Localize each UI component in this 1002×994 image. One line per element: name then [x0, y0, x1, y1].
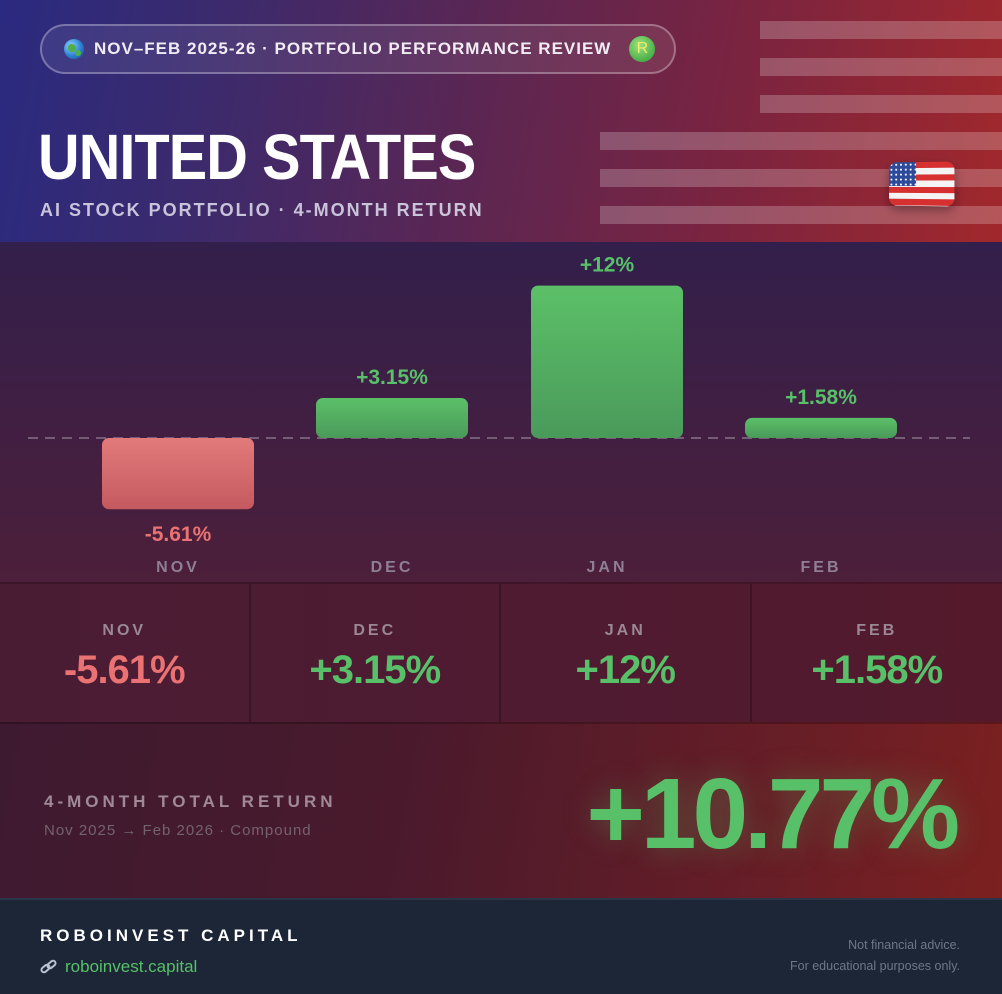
bar-nov — [102, 438, 254, 510]
month-cell-dec: DEC +3.15% — [250, 582, 501, 722]
disclaimer-line-2: For educational purposes only. — [789, 959, 960, 973]
x-axis-tick-label: JAN — [586, 559, 627, 576]
total-return-section: 4-MONTH TOTAL RETURN Nov 2025 → Feb 2026… — [0, 722, 1002, 898]
month-cell-label: NOV — [102, 622, 147, 639]
total-return-period: Nov 2025 → Feb 2026 · Compound — [44, 822, 312, 839]
footer: ROBOINVEST CAPITAL roboinvest.capital No… — [0, 898, 1002, 994]
brand-name: ROBOINVEST CAPITAL — [40, 926, 302, 945]
bar-dec — [316, 397, 468, 438]
monthly-returns-grid: NOV -5.61% DEC +3.15% JAN +12% FEB +1.58… — [0, 582, 1002, 722]
page-title: UNITED STATES — [38, 121, 476, 193]
page-subtitle: AI STOCK PORTFOLIO · 4-MONTH RETURN — [40, 200, 484, 220]
x-axis-tick-label: DEC — [371, 559, 414, 576]
x-axis-tick-label: NOV — [156, 559, 200, 576]
month-cell-label: DEC — [353, 622, 397, 639]
bar-value-label: +3.15% — [356, 366, 428, 389]
header: NOV–FEB 2025-26 · PORTFOLIO PERFORMANCE … — [0, 0, 1002, 242]
bar-feb — [745, 417, 897, 438]
month-cell-label: JAN — [604, 622, 646, 639]
disclaimer: Not financial advice. For educational pu… — [790, 935, 960, 977]
month-cell-value: +1.58% — [811, 648, 943, 692]
period-label: NOV–FEB 2025-26 · PORTFOLIO PERFORMANCE … — [94, 39, 612, 58]
website-link[interactable]: roboinvest.capital — [39, 957, 198, 977]
month-cell-label: FEB — [856, 622, 898, 639]
total-return-value: +10.77% — [586, 758, 960, 870]
bar-chart-svg: -5.61% NOV +3.15% DEC +12% JAN +1.58% FEB — [28, 254, 970, 576]
disclaimer-line-1: Not financial advice. — [848, 938, 960, 952]
month-cell-nov: NOV -5.61% — [0, 582, 251, 722]
month-cell-value: -5.61% — [63, 648, 186, 692]
total-return-label: 4-MONTH TOTAL RETURN — [44, 792, 337, 811]
x-axis-tick-label: FEB — [801, 559, 842, 576]
brand-badge-icon: R — [629, 36, 656, 62]
month-cell-value: +12% — [575, 648, 676, 692]
link-icon — [39, 958, 60, 975]
month-cell-feb: FEB +1.58% — [751, 582, 1002, 722]
us-flag-icon — [889, 161, 955, 207]
month-cell-jan: JAN +12% — [501, 582, 752, 722]
month-cell-value: +3.15% — [309, 648, 441, 692]
website-url[interactable]: roboinvest.capital — [65, 957, 198, 976]
bar-value-label: +12% — [580, 254, 635, 277]
bar-jan — [531, 285, 683, 438]
bar-chart: -5.61% NOV +3.15% DEC +12% JAN +1.58% FEB — [0, 242, 1002, 582]
globe-icon — [64, 39, 84, 59]
period-pill: NOV–FEB 2025-26 · PORTFOLIO PERFORMANCE … — [40, 24, 676, 74]
bar-value-label: -5.61% — [145, 523, 212, 546]
bar-value-label: +1.58% — [785, 386, 857, 409]
